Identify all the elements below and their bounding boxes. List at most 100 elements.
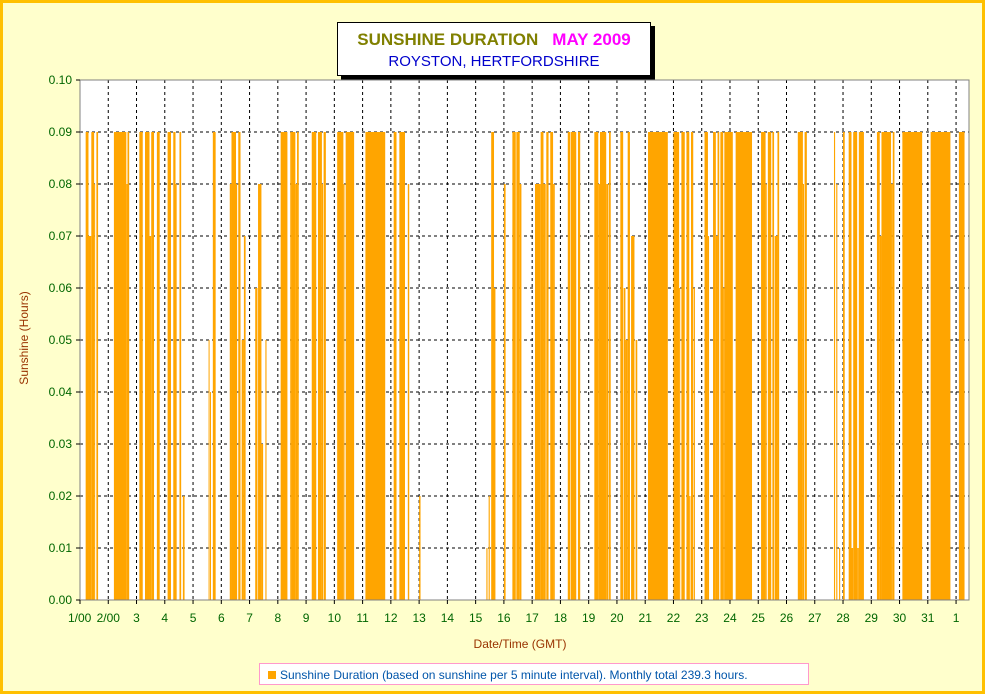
x-tick-label: 19 (582, 611, 596, 625)
x-tick-label: 27 (808, 611, 822, 625)
sunshine-bar (627, 132, 630, 600)
x-tick-label: 24 (723, 611, 737, 625)
sunshine-bar (848, 132, 852, 600)
sunshine-bar (577, 132, 581, 600)
sunshine-bar (91, 132, 95, 600)
y-tick-label: 0.04 (49, 385, 73, 399)
y-tick-label: 0.06 (49, 281, 73, 295)
sunshine-bar (261, 444, 264, 600)
y-tick-label: 0.00 (49, 593, 73, 607)
sunshine-bar (94, 184, 96, 600)
chart-title-month: MAY 2009 (552, 30, 631, 49)
sunshine-bar (149, 236, 152, 600)
chart-subtitle: ROYSTON, HERTFORDSHIRE (388, 53, 600, 70)
sunshine-bar (543, 184, 546, 600)
sunshine-bar (772, 132, 775, 600)
y-tick-label: 0.07 (49, 229, 73, 243)
sunshine-bar (567, 132, 571, 600)
sunshine-bar (707, 236, 710, 600)
sunshine-bar (393, 132, 397, 600)
x-tick-label: 1/00 (68, 611, 92, 625)
y-tick-label: 0.01 (49, 541, 73, 555)
x-tick-label: 30 (893, 611, 907, 625)
sunshine-bar (407, 184, 410, 600)
sunshine-bar (679, 288, 681, 600)
sunshine-bar (229, 184, 232, 600)
y-tick-label: 0.05 (49, 333, 73, 347)
x-tick-label: 4 (161, 611, 168, 625)
sunshine-bar (280, 132, 288, 600)
x-tick-label: 16 (497, 611, 511, 625)
sunshine-bar (231, 132, 236, 600)
sunshine-bar (598, 184, 600, 600)
sunshine-bar (255, 288, 258, 600)
x-tick-label: 25 (752, 611, 766, 625)
sunshine-bar (735, 132, 753, 600)
sunshine-bar (139, 132, 143, 600)
sunshine-bar (534, 184, 541, 600)
sunshine-bar (724, 132, 733, 600)
legend: Sunshine Duration (based on sunshine per… (259, 663, 809, 685)
x-tick-label: 29 (865, 611, 879, 625)
sunshine-bar (486, 548, 488, 600)
x-tick-label: 3 (133, 611, 140, 625)
sunshine-bar (88, 236, 92, 600)
x-tick-label: 6 (218, 611, 225, 625)
sunshine-bars (85, 132, 965, 600)
sunshine-bar (625, 340, 628, 600)
x-tick-label: 12 (384, 611, 398, 625)
sunshine-bar (681, 132, 685, 600)
sunshine-bar (648, 132, 668, 600)
x-tick-label: 10 (328, 611, 342, 625)
sunshine-bar (881, 132, 892, 600)
x-tick-label: 9 (303, 611, 310, 625)
y-tick-label: 0.02 (49, 489, 73, 503)
sunshine-bar (802, 184, 805, 600)
sunshine-bar (494, 288, 496, 600)
sunshine-bar (540, 132, 544, 600)
y-tick-label: 0.08 (49, 177, 73, 191)
sunshine-bar (235, 184, 238, 600)
x-tick-label: 23 (695, 611, 709, 625)
sunshine-bar (212, 132, 216, 600)
sunshine-bar (804, 132, 807, 600)
x-tick-label: 13 (412, 611, 426, 625)
sunshine-bar (902, 132, 923, 600)
sunshine-bar (891, 184, 893, 600)
title-line: SUNSHINE DURATION MAY 2009 (338, 30, 650, 50)
sunshine-bar (930, 132, 951, 600)
sunshine-bar (345, 132, 355, 600)
sunshine-bar (839, 548, 841, 600)
sunshine-bar (704, 132, 708, 600)
legend-swatch (268, 671, 276, 679)
sunshine-bar (488, 496, 490, 600)
sunshine-bar (774, 236, 778, 600)
sunshine-bar (323, 132, 326, 600)
sunshine-bar (599, 132, 607, 600)
chart-title: SUNSHINE DURATION (357, 30, 539, 49)
y-axis-label: Sunshine (Hours) (17, 291, 31, 385)
sunshine-bar (512, 132, 516, 600)
x-axis-label: Date/Time (GMT) (473, 637, 567, 651)
sunshine-bar (297, 132, 299, 600)
sunshine-bar (179, 132, 182, 600)
sunshine-bar (594, 132, 599, 600)
x-tick-label: 5 (190, 611, 197, 625)
sunshine-bar (761, 132, 766, 600)
sunshine-bar (175, 184, 177, 600)
sunshine-bar (958, 132, 965, 600)
x-axis-ticks: 1/00 2/00 3 4 5 6 7 8 9 10 11 12 13 14 15 16 17 18 19 20 21 2… (68, 600, 960, 625)
sunshine-bar (209, 392, 211, 600)
sunshine-bar (173, 132, 176, 600)
sunshine-bar (570, 132, 577, 600)
sunshine-bar (767, 132, 772, 600)
y-tick-label: 0.09 (49, 125, 73, 139)
x-tick-label: 31 (921, 611, 935, 625)
sunshine-bar (857, 548, 859, 600)
sunshine-bar (620, 132, 624, 600)
sunshine-bar (343, 184, 345, 600)
x-tick-label: 8 (274, 611, 281, 625)
sunshine-bar (96, 132, 99, 600)
x-tick-label: 28 (836, 611, 850, 625)
sunshine-bar (127, 132, 130, 600)
